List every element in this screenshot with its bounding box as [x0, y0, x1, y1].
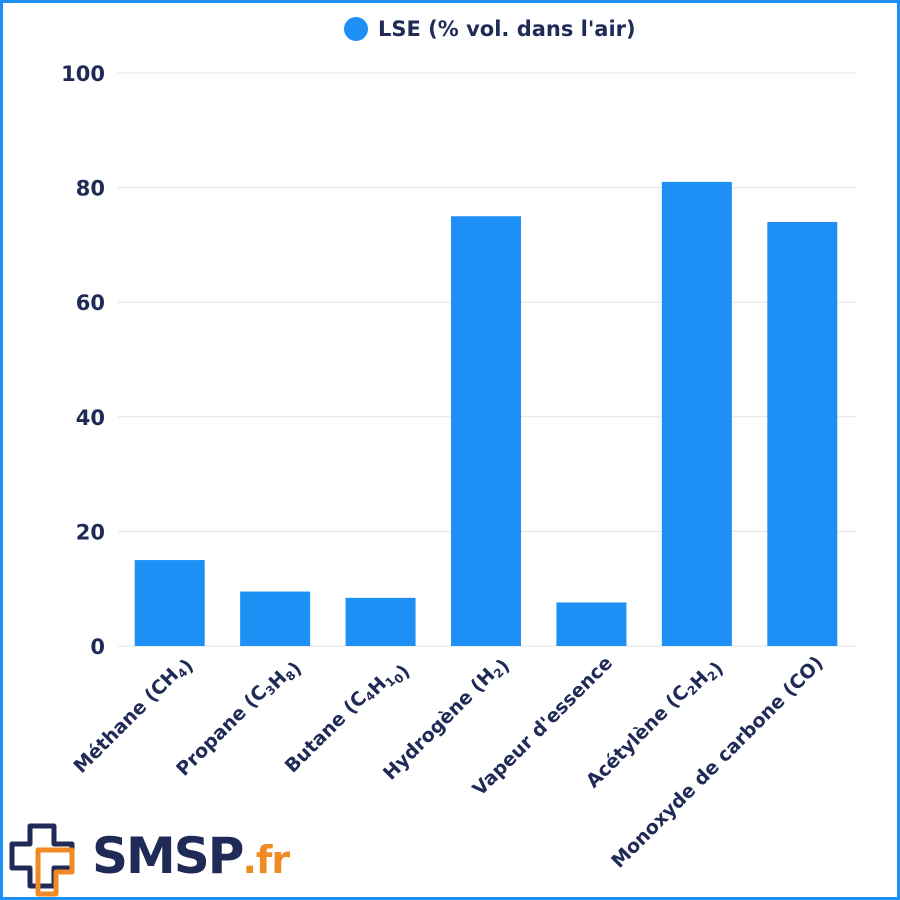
- legend: LSE (% vol. dans l'air): [344, 17, 636, 41]
- bar: [767, 221, 838, 647]
- y-axis-ticks: 0 20 40 60 80 100: [61, 62, 105, 659]
- logo-wordmark: SMSP.fr: [92, 826, 290, 890]
- logo-name: SMSP: [92, 827, 244, 885]
- logo-suffix: .fr: [242, 838, 290, 882]
- x-tick-label: Monoxyde de carbone (CO): [607, 652, 828, 873]
- y-tick-label: 100: [61, 62, 105, 86]
- y-tick-label: 60: [76, 291, 105, 315]
- medical-cross-icon: [9, 823, 75, 897]
- bar: [661, 181, 732, 646]
- y-tick-label: 20: [76, 520, 105, 544]
- brand-logo: SMSP.fr: [8, 822, 308, 898]
- y-tick-label: 80: [76, 177, 105, 201]
- legend-label: LSE (% vol. dans l'air): [378, 17, 636, 41]
- bar: [345, 597, 416, 646]
- y-tick-label: 0: [90, 635, 105, 659]
- y-tick-label: 40: [76, 406, 105, 430]
- bars: [134, 181, 838, 647]
- bar: [134, 560, 205, 646]
- legend-marker-icon: [344, 17, 368, 41]
- bar: [556, 602, 627, 646]
- bar: [451, 216, 521, 646]
- bar: [240, 591, 311, 646]
